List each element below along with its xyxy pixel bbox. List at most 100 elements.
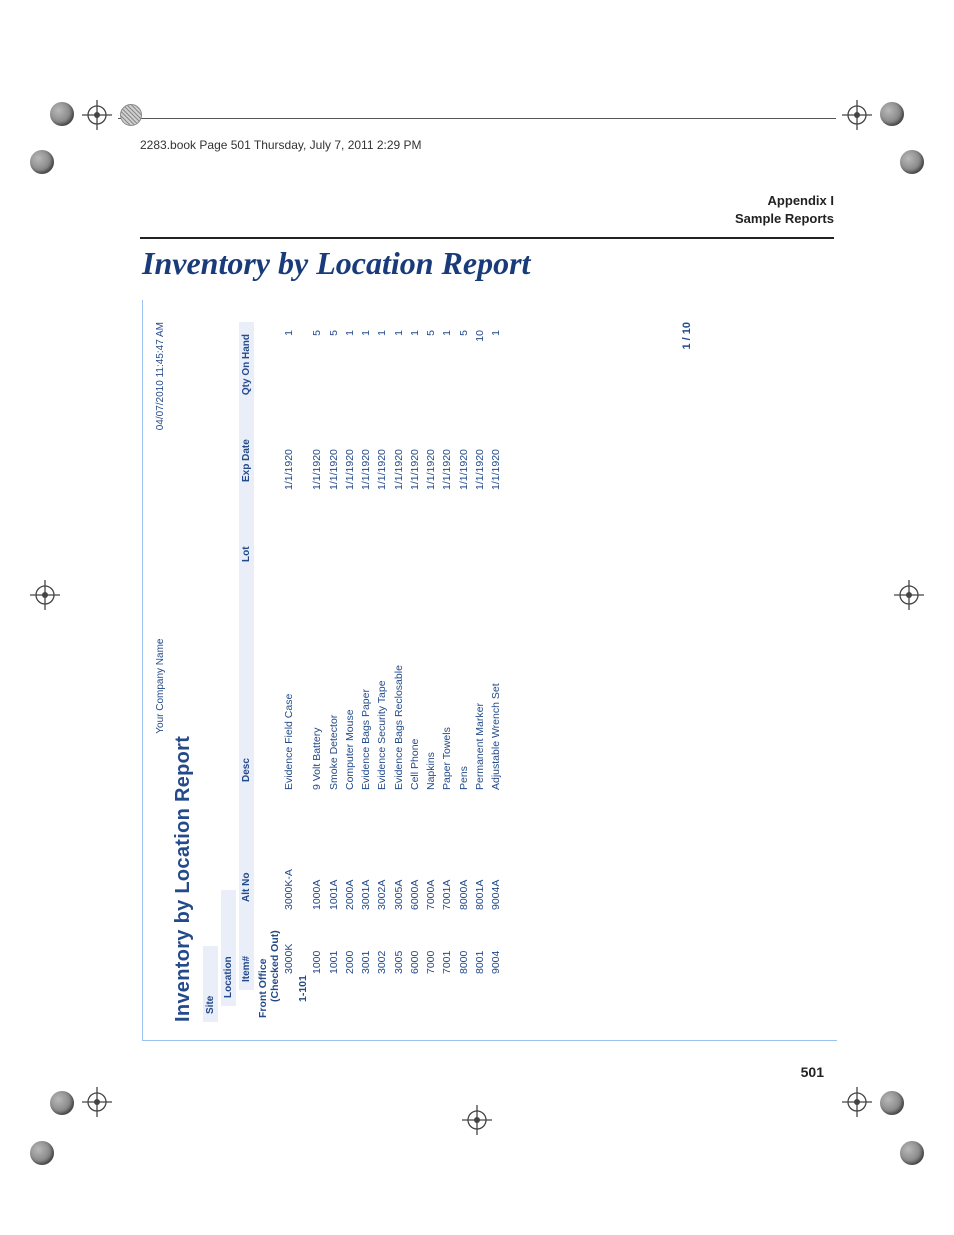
cell-lot <box>374 490 390 570</box>
appendix-subtitle: Sample Reports <box>140 210 834 228</box>
cell-desc: Napkins <box>423 570 439 790</box>
cell-lot <box>326 490 342 570</box>
crop-hairline <box>118 118 836 119</box>
report: Your Company Name 04/07/2010 11:45:47 AM… <box>145 306 701 1038</box>
col-header-exp: Exp Date <box>241 402 252 482</box>
table-row: 3000K3000K-AEvidence Field Case 1/1/19201 <box>281 322 297 974</box>
crop-hash-icon <box>120 104 142 126</box>
col-header-location: Location <box>221 890 236 1006</box>
report-title: Inventory by Location Report <box>172 322 195 1022</box>
cell-lot <box>488 490 504 570</box>
cell-exp: 1/1/1920 <box>456 410 472 490</box>
cell-alt: 3005A <box>391 790 407 910</box>
cell-qty: 1 <box>342 322 358 410</box>
page-title: Inventory by Location Report <box>142 245 834 282</box>
cell-item: 8000 <box>456 910 472 974</box>
cell-desc: Evidence Field Case <box>281 570 297 790</box>
cell-item: 1000 <box>309 910 325 974</box>
col-header-row: Item# Alt No Desc Lot Exp Date Qty On Ha… <box>239 322 254 990</box>
cell-desc: Evidence Bags Paper <box>358 570 374 790</box>
crop-register-icon <box>30 580 60 610</box>
group-site: Front Office <box>257 322 269 1018</box>
table-row: 20002000AComputer Mouse1/1/19201 <box>342 322 358 974</box>
cell-qty: 1 <box>407 322 423 410</box>
cell-alt: 7000A <box>423 790 439 910</box>
table-row: 80008000APens 1/1/19205 <box>456 322 472 974</box>
title-rule <box>140 237 834 239</box>
cell-alt: 7001A <box>439 790 455 910</box>
crop-sphere-icon <box>900 1141 924 1165</box>
crop-sphere-icon <box>900 150 924 174</box>
table-row: 30023002AEvidence Security Tape1/1/19201 <box>374 322 390 974</box>
group-location: (Checked Out) <box>269 322 281 1002</box>
cell-desc: Paper Towels <box>439 570 455 790</box>
table-row: 80018001APermanent Marker1/1/192010 <box>472 322 488 974</box>
cell-item: 3005 <box>391 910 407 974</box>
crop-register-icon <box>462 1105 492 1135</box>
report-frame: Your Company Name 04/07/2010 11:45:47 AM… <box>142 300 837 1041</box>
cell-alt: 3001A <box>358 790 374 910</box>
cell-item: 3001 <box>358 910 374 974</box>
cell-qty: 5 <box>423 322 439 410</box>
table-row: 10011001ASmoke Detector1/1/19205 <box>326 322 342 974</box>
cell-desc: Computer Mouse <box>342 570 358 790</box>
table-row: 30013001AEvidence Bags Paper1/1/19201 <box>358 322 374 974</box>
cell-desc: Permanent Marker <box>472 570 488 790</box>
cell-alt: 9004A <box>488 790 504 910</box>
cell-alt: 8001A <box>472 790 488 910</box>
cell-item: 9004 <box>488 910 504 974</box>
cell-exp: 1/1/1920 <box>391 410 407 490</box>
table-row: 10001000A9 Volt Battery1/1/19205 <box>309 322 325 974</box>
report-page-indicator: 1 / 10 <box>681 322 693 350</box>
cell-lot <box>391 490 407 570</box>
cell-item: 6000 <box>407 910 423 974</box>
crop-register-icon <box>894 580 924 610</box>
crop-sphere-icon <box>30 1141 54 1165</box>
crop-sphere-icon <box>50 102 74 126</box>
cell-item: 2000 <box>342 910 358 974</box>
cell-qty: 1 <box>439 322 455 410</box>
report-company: Your Company Name <box>155 430 166 1022</box>
cell-lot <box>281 490 297 570</box>
col-header-desc: Desc <box>241 562 252 782</box>
table-row: 70007000ANapkins1/1/19205 <box>423 322 439 974</box>
cell-lot <box>407 490 423 570</box>
cell-exp: 1/1/1920 <box>326 410 342 490</box>
cell-lot <box>439 490 455 570</box>
cell-desc: Cell Phone <box>407 570 423 790</box>
cell-alt: 8000A <box>456 790 472 910</box>
cell-item: 3002 <box>374 910 390 974</box>
cell-exp: 1/1/1920 <box>407 410 423 490</box>
col-header-site: Site <box>203 946 218 1022</box>
crop-register-icon <box>842 100 872 130</box>
table-row: 60006000ACell Phone1/1/19201 <box>407 322 423 974</box>
cell-qty: 1 <box>281 322 297 410</box>
cell-alt: 1001A <box>326 790 342 910</box>
cell-lot <box>456 490 472 570</box>
cell-desc: Smoke Detector <box>326 570 342 790</box>
cell-alt: 3000K-A <box>281 790 297 910</box>
cell-exp: 1/1/1920 <box>488 410 504 490</box>
cell-qty: 5 <box>456 322 472 410</box>
col-header-lot: Lot <box>241 482 252 562</box>
cell-qty: 5 <box>309 322 325 410</box>
cell-item: 3000K <box>281 910 297 974</box>
cell-exp: 1/1/1920 <box>281 410 297 490</box>
cell-exp: 1/1/1920 <box>358 410 374 490</box>
crop-register-icon <box>82 100 112 130</box>
col-header-alt: Alt No <box>241 782 252 902</box>
cell-desc: Pens <box>456 570 472 790</box>
cell-item: 7001 <box>439 910 455 974</box>
cell-alt: 1000A <box>309 790 325 910</box>
cell-exp: 1/1/1920 <box>309 410 325 490</box>
cell-desc: Evidence Security Tape <box>374 570 390 790</box>
cell-item: 8001 <box>472 910 488 974</box>
cell-alt: 2000A <box>342 790 358 910</box>
cell-qty: 1 <box>391 322 407 410</box>
cell-lot <box>423 490 439 570</box>
group-location: 1-101 <box>297 322 309 1002</box>
cell-item: 1001 <box>326 910 342 974</box>
cell-desc: Adjustable Wrench Set <box>488 570 504 790</box>
cell-item: 7000 <box>423 910 439 974</box>
cell-qty: 1 <box>374 322 390 410</box>
